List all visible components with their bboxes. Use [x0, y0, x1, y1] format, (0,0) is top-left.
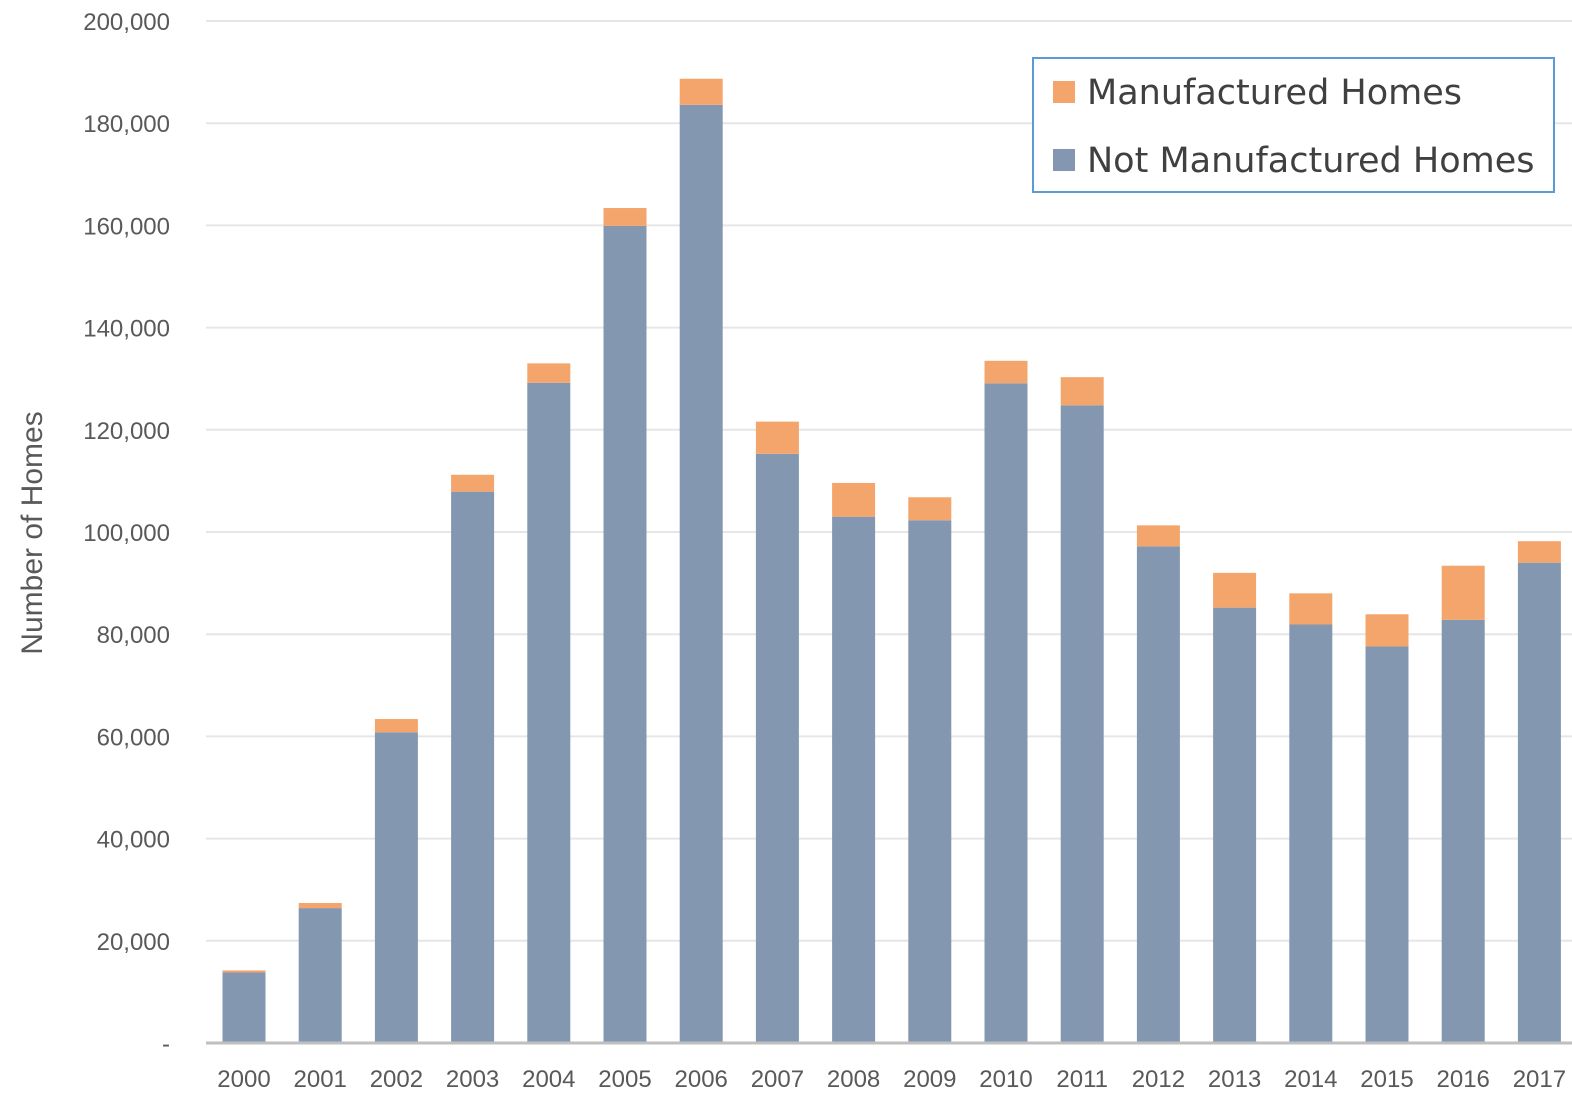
- bar-not-manufactured-2003: [451, 491, 495, 1044]
- y-tick-label: 180,000: [83, 111, 170, 138]
- bar-manufactured-2004: [527, 363, 571, 383]
- x-tick-label: 2010: [979, 1066, 1032, 1093]
- bar-manufactured-2013: [1213, 572, 1257, 608]
- y-tick-label: 80,000: [97, 622, 170, 649]
- bar-manufactured-2005: [603, 208, 647, 226]
- bar-manufactured-2007: [755, 421, 799, 454]
- bar-manufactured-2002: [374, 719, 418, 733]
- y-tick-label: 200,000: [83, 9, 170, 36]
- bar-manufactured-2017: [1517, 541, 1561, 563]
- x-tick-label: 2009: [903, 1066, 956, 1093]
- bar-not-manufactured-2011: [1060, 405, 1104, 1044]
- bar-manufactured-2014: [1289, 593, 1333, 625]
- x-tick-label: 2017: [1513, 1066, 1566, 1093]
- bar-not-manufactured-2009: [908, 520, 952, 1043]
- legend-box: [1032, 57, 1555, 193]
- x-tick-label: 2003: [446, 1066, 499, 1093]
- bar-not-manufactured-2001: [298, 908, 342, 1043]
- bar-not-manufactured-2012: [1136, 546, 1180, 1043]
- bar-manufactured-2006: [679, 78, 723, 105]
- x-tick-label: 2002: [370, 1066, 423, 1093]
- bar-not-manufactured-2002: [374, 732, 418, 1043]
- y-tick-label: 160,000: [83, 213, 170, 240]
- x-tick-label: 2004: [522, 1066, 575, 1093]
- x-tick-label: 2007: [751, 1066, 804, 1093]
- x-tick-label: 2013: [1208, 1066, 1261, 1093]
- x-tick-label: 2008: [827, 1066, 880, 1093]
- y-tick-label: 60,000: [97, 724, 170, 751]
- bar-manufactured-2003: [451, 474, 495, 492]
- bars: [222, 78, 1561, 1044]
- y-axis-title: Number of Homes: [16, 411, 49, 654]
- y-tick-label: 140,000: [83, 316, 170, 343]
- x-tick-label: 2005: [598, 1066, 651, 1093]
- bar-not-manufactured-2015: [1365, 646, 1409, 1043]
- bar-not-manufactured-2000: [222, 972, 266, 1043]
- x-tick-label: 2014: [1284, 1066, 1337, 1093]
- x-tick-label: 2016: [1437, 1066, 1490, 1093]
- bar-manufactured-2011: [1060, 377, 1104, 406]
- legend-label-not-manufactured-homes: Not Manufactured Homes: [1087, 141, 1534, 181]
- bar-manufactured-2010: [984, 360, 1028, 384]
- x-tick-label: 2012: [1132, 1066, 1185, 1093]
- bar-manufactured-2008: [832, 482, 876, 517]
- bar-manufactured-2001: [298, 902, 342, 909]
- bar-not-manufactured-2008: [832, 516, 876, 1043]
- y-tick-label: 120,000: [83, 418, 170, 445]
- legend-label-manufactured-homes: Manufactured Homes: [1087, 73, 1462, 113]
- x-tick-label: 2015: [1360, 1066, 1413, 1093]
- y-tick-label: -: [162, 1031, 170, 1058]
- y-tick-label: 20,000: [97, 929, 170, 956]
- bar-manufactured-2015: [1365, 614, 1409, 647]
- x-tick-label: 2006: [675, 1066, 728, 1093]
- axes: - 20,000 40,000 60,000 80,000 100,000 120,000 1…: [83, 9, 1572, 1093]
- bar-manufactured-2016: [1441, 565, 1485, 620]
- legend-swatch-not-manufactured-homes: [1053, 149, 1075, 171]
- bar-not-manufactured-2010: [984, 383, 1028, 1043]
- bar-not-manufactured-2006: [679, 104, 723, 1043]
- bar-manufactured-2009: [908, 497, 952, 521]
- bar-not-manufactured-2007: [755, 453, 799, 1043]
- legend-swatch-manufactured-homes: [1053, 81, 1075, 103]
- x-tick-label: 2000: [217, 1066, 270, 1093]
- x-tick-label: 2001: [294, 1066, 347, 1093]
- bar-not-manufactured-2004: [527, 382, 571, 1044]
- bar-not-manufactured-2005: [603, 225, 647, 1043]
- bar-manufactured-2012: [1136, 525, 1180, 547]
- gridlines: [206, 20, 1572, 942]
- bar-not-manufactured-2017: [1517, 562, 1561, 1043]
- bar-not-manufactured-2016: [1441, 619, 1485, 1043]
- x-tick-label: 2011: [1056, 1066, 1108, 1093]
- legend: Manufactured Homes Not Manufactured Home…: [1032, 57, 1555, 193]
- bar-not-manufactured-2013: [1213, 607, 1257, 1043]
- bar-manufactured-2000: [222, 970, 266, 973]
- y-tick-label: 40,000: [97, 827, 170, 854]
- bar-not-manufactured-2014: [1289, 624, 1333, 1043]
- y-tick-label: 100,000: [83, 520, 170, 547]
